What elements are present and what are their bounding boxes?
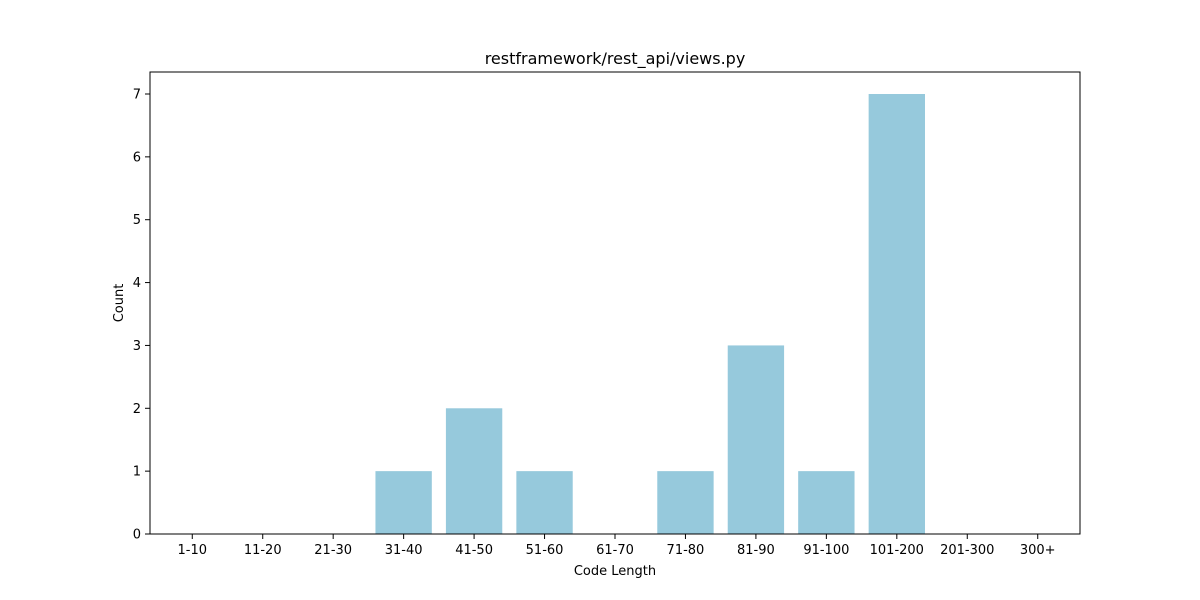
chart-title: restframework/rest_api/views.py <box>485 49 746 69</box>
x-tick-label: 91-100 <box>803 543 849 558</box>
plot-area-frame <box>149 71 1081 535</box>
x-tick-label: 21-30 <box>314 543 352 558</box>
bar-81-90 <box>727 345 785 534</box>
bar-51-60 <box>516 471 573 534</box>
y-axis-ticks: 0 1 2 3 4 5 6 7 <box>133 88 150 543</box>
bars-layer <box>375 94 925 534</box>
x-tick-label: 71-80 <box>667 543 705 558</box>
x-tick-label: 51-60 <box>526 543 564 558</box>
bar-101-200 <box>868 94 925 534</box>
x-tick-label: 31-40 <box>385 543 423 558</box>
y-tick-label: 1 <box>133 465 141 480</box>
bar-31-40 <box>375 471 432 534</box>
x-tick-label: 101-200 <box>870 543 924 558</box>
y-tick-label: 4 <box>133 276 141 291</box>
x-tick-label: 300+ <box>1020 543 1056 558</box>
x-axis-title: Code Length <box>574 564 656 579</box>
y-axis-title: Count <box>112 284 127 323</box>
x-tick-label: 41-50 <box>455 543 493 558</box>
x-tick-label: 61-70 <box>596 543 634 558</box>
y-tick-label: 3 <box>133 339 141 354</box>
x-tick-label: 11-20 <box>244 543 282 558</box>
x-tick-label: 1-10 <box>178 543 208 558</box>
bar-71-80 <box>657 471 714 534</box>
y-tick-label: 6 <box>133 150 141 165</box>
x-tick-label: 81-90 <box>737 543 775 558</box>
y-tick-label: 2 <box>133 402 141 417</box>
y-tick-label: 5 <box>133 213 141 228</box>
bar-91-100 <box>798 471 855 534</box>
y-tick-label: 7 <box>133 88 141 103</box>
x-tick-label: 201-300 <box>940 543 994 558</box>
bar-41-50 <box>445 408 503 534</box>
x-axis-ticks: 1-10 11-20 21-30 31-40 41-50 51-60 61-70 71-80 8… <box>178 534 1056 558</box>
y-tick-label: 0 <box>133 528 141 543</box>
